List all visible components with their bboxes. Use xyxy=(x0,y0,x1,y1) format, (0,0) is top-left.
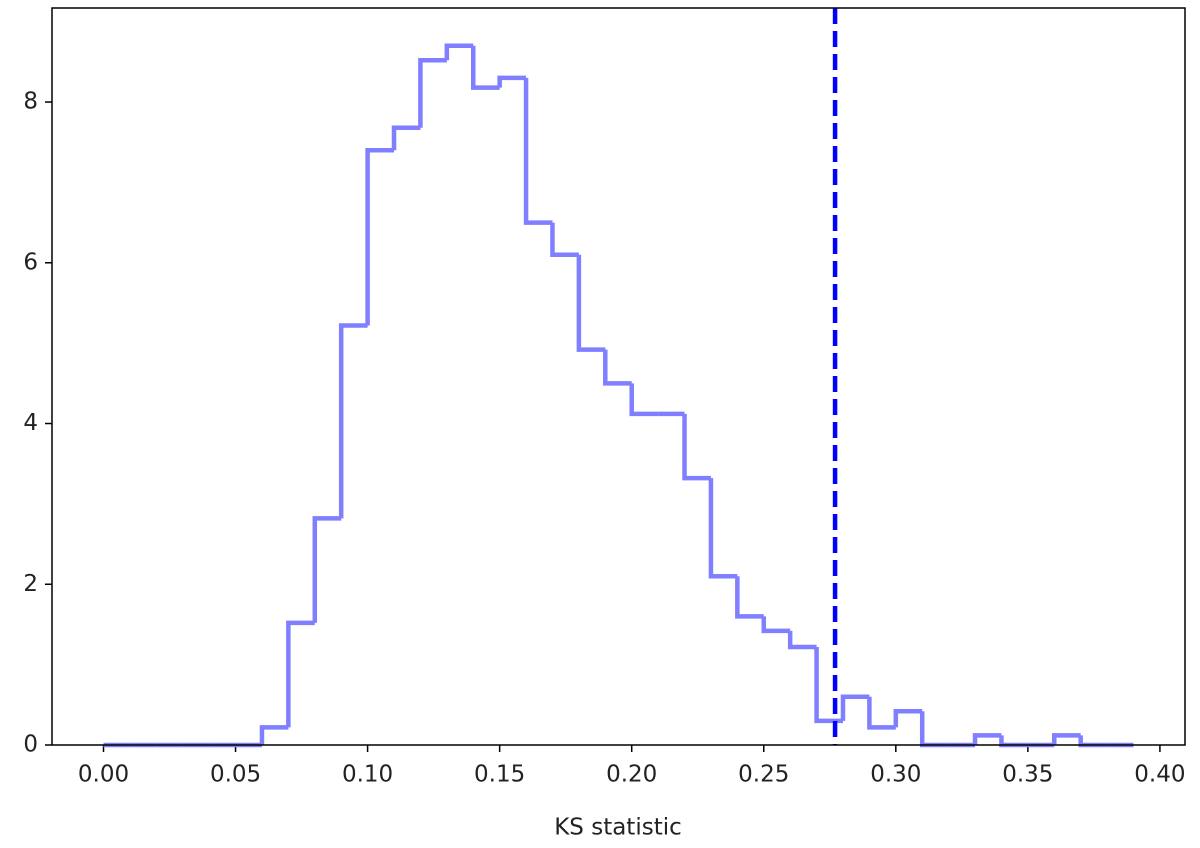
histogram-step xyxy=(286,620,315,728)
histogram-step xyxy=(867,696,896,730)
histogram-step xyxy=(338,323,368,519)
histogram-step xyxy=(523,77,553,225)
histogram-step xyxy=(312,516,342,623)
histogram-step xyxy=(365,148,395,326)
histogram-step xyxy=(972,733,1002,745)
y-tick-label: 6 xyxy=(23,249,38,275)
plot-frame xyxy=(51,7,1186,746)
histogram-step xyxy=(999,735,1028,748)
y-tick-label: 4 xyxy=(23,410,38,436)
x-axis-label: KS statistic xyxy=(554,815,682,841)
histogram-step xyxy=(629,383,659,417)
x-tick-label: 0.30 xyxy=(870,762,921,788)
histogram-step xyxy=(708,478,738,579)
histogram-step xyxy=(418,57,447,128)
histogram-step xyxy=(1052,733,1081,745)
histogram-step xyxy=(576,254,606,352)
histogram-step xyxy=(497,75,527,88)
x-tick-label: 0.10 xyxy=(342,762,393,788)
x-tick-label: 0.00 xyxy=(78,762,129,788)
y-tick-label: 8 xyxy=(23,89,38,115)
histogram-step xyxy=(470,45,500,90)
y-tick-label: 2 xyxy=(23,571,38,597)
x-tick-label: 0.25 xyxy=(738,762,789,788)
histogram-step xyxy=(550,222,579,257)
histogram-step xyxy=(919,711,949,748)
histogram-step xyxy=(444,43,474,61)
histogram-step xyxy=(735,576,764,619)
histogram-step xyxy=(814,646,843,724)
histogram-step xyxy=(893,708,923,728)
x-tick-label: 0.15 xyxy=(474,762,525,788)
histogram-step xyxy=(840,694,870,721)
histogram-step xyxy=(259,725,289,745)
histogram-step xyxy=(787,630,817,650)
histogram-step xyxy=(761,616,791,634)
x-tick-label: 0.20 xyxy=(606,762,657,788)
histogram-step xyxy=(603,349,632,386)
x-tick-label: 0.35 xyxy=(1002,762,1053,788)
x-tick-label: 0.40 xyxy=(1134,762,1185,788)
histogram-step xyxy=(682,413,711,481)
histogram-step xyxy=(391,125,421,151)
y-tick-label: 0 xyxy=(23,732,38,758)
x-tick-label: 0.05 xyxy=(210,762,261,788)
histogram-step xyxy=(1078,735,1108,748)
